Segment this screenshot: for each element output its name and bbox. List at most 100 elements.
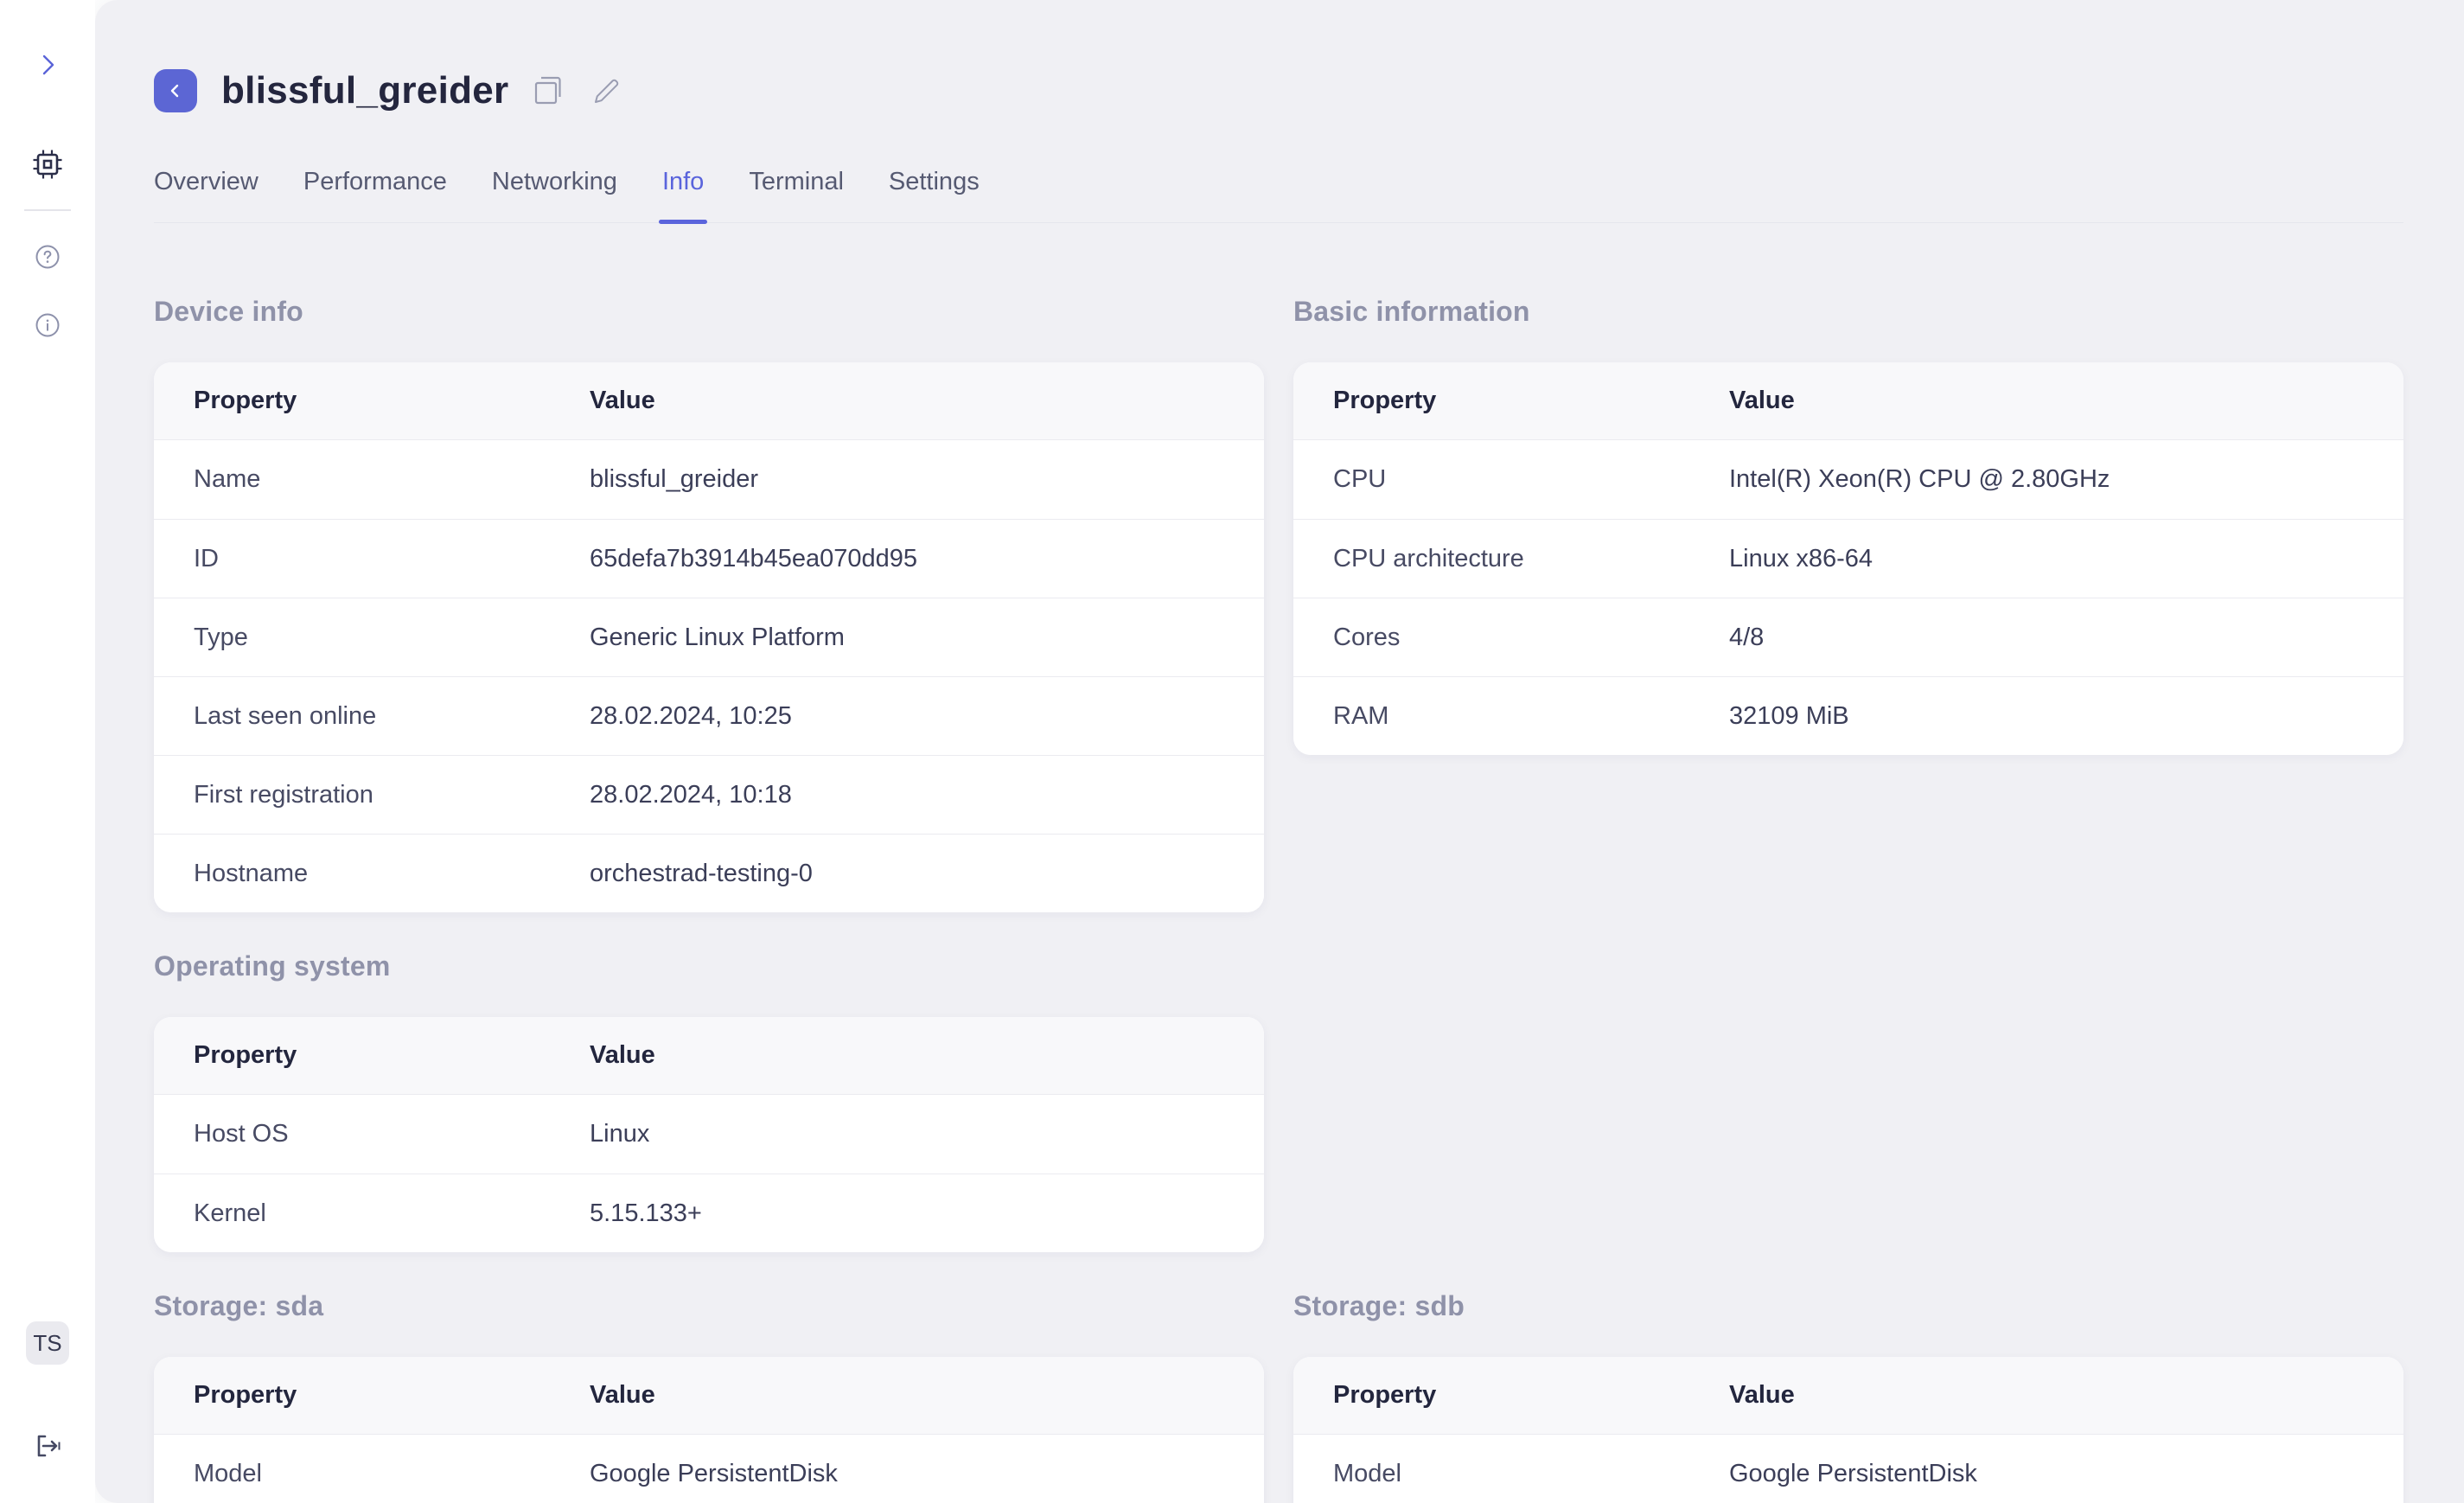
table-header-row: Property Value [154, 1357, 1264, 1435]
property-column-header: Property [1333, 387, 1437, 414]
row-label: Model [194, 1460, 262, 1487]
value-column-header: Value [590, 387, 655, 414]
section-storage-sdb: Storage: sdb Property Value Model Google… [1293, 1290, 2403, 1503]
tab-info-label: Info [661, 168, 705, 195]
operating-system-table: Property Value Host OS Linux Kernel 5.15… [154, 1017, 1264, 1252]
avatar[interactable]: TS [26, 1321, 69, 1365]
copy-name-button[interactable] [529, 72, 567, 110]
row-label: Hostname [194, 859, 309, 887]
section-title: Storage: sdb [1293, 1290, 1465, 1321]
logout-button[interactable] [32, 1430, 63, 1461]
table-row: Last seen online 28.02.2024, 10:25 [154, 676, 1264, 755]
tab-performance[interactable]: Performance [303, 168, 447, 195]
tab-info[interactable]: Info [658, 168, 708, 224]
row-value: blissful_greider [590, 465, 759, 493]
property-column-header: Property [194, 1381, 297, 1409]
row-value: 4/8 [1729, 623, 1765, 651]
section-title: Device info [154, 296, 303, 327]
row-value: orchestrad-testing-0 [590, 859, 813, 887]
chevron-right-icon [34, 51, 61, 79]
table-row: Host OS Linux [154, 1095, 1264, 1174]
tab-overview[interactable]: Overview [154, 168, 259, 195]
table-row: Model Google PersistentDisk [1293, 1435, 2403, 1503]
sidebar-divider [24, 209, 71, 211]
property-column-header: Property [194, 387, 297, 414]
active-tab-underline [658, 220, 708, 224]
table-row: Hostname orchestrad-testing-0 [154, 834, 1264, 912]
sidebar-item-help[interactable] [34, 243, 61, 271]
table-row: Kernel 5.15.133+ [154, 1174, 1264, 1252]
section-basic-information: Basic information Property Value CPU Int… [1293, 296, 2403, 755]
sections-grid: Device info Property Value Name blissful… [154, 296, 2403, 1503]
row-label: Cores [1333, 623, 1401, 651]
table-row: Type Generic Linux Platform [154, 598, 1264, 676]
table-row: Model Google PersistentDisk [154, 1435, 1264, 1503]
row-value: Intel(R) Xeon(R) CPU @ 2.80GHz [1729, 465, 2110, 493]
table-row: First registration 28.02.2024, 10:18 [154, 755, 1264, 834]
row-label: RAM [1333, 701, 1389, 730]
row-value: Linux x86-64 [1729, 544, 1874, 572]
table-row: CPU Intel(R) Xeon(R) CPU @ 2.80GHz [1293, 440, 2403, 519]
section-title: Storage: sda [154, 1290, 324, 1321]
value-column-header: Value [590, 1041, 655, 1069]
row-value: Google PersistentDisk [1729, 1460, 1977, 1487]
row-label: First registration [194, 780, 373, 809]
tab-networking[interactable]: Networking [491, 168, 617, 195]
chevron-left-icon [165, 80, 186, 101]
row-label: Model [1333, 1460, 1401, 1487]
section-storage-sda: Storage: sda Property Value Model Google… [154, 1290, 1264, 1503]
row-value: 28.02.2024, 10:25 [590, 701, 792, 730]
page-title: blissful_greider [221, 69, 509, 112]
table-header-row: Property Value [154, 1017, 1264, 1095]
page-header: blissful_greider [154, 0, 2403, 112]
cpu-chip-icon [30, 147, 65, 182]
sidebar-item-devices[interactable] [30, 147, 65, 182]
tab-terminal[interactable]: Terminal [749, 168, 844, 195]
tab-settings[interactable]: Settings [888, 168, 980, 195]
info-circle-icon [34, 311, 61, 339]
row-value: Linux [590, 1120, 650, 1148]
device-info-table: Property Value Name blissful_greider ID … [154, 362, 1264, 912]
edit-name-button[interactable] [588, 72, 626, 110]
value-column-header: Value [1729, 1381, 1795, 1409]
table-header-row: Property Value [1293, 362, 2403, 440]
section-title: Basic information [1293, 296, 1530, 327]
row-value: Generic Linux Platform [590, 623, 845, 651]
row-label: Host OS [194, 1120, 289, 1148]
row-value: 65defa7b3914b45ea070dd95 [590, 544, 918, 572]
sidebar-item-about[interactable] [34, 311, 61, 339]
table-row: CPU architecture Linux x86-64 [1293, 519, 2403, 598]
row-label: CPU architecture [1333, 544, 1524, 572]
basic-information-table: Property Value CPU Intel(R) Xeon(R) CPU … [1293, 362, 2403, 755]
row-label: Name [194, 465, 261, 493]
back-button[interactable] [154, 69, 197, 112]
main-panel: blissful_greider Overview Perf [95, 0, 2464, 1503]
row-value: Google PersistentDisk [590, 1460, 838, 1487]
value-column-header: Value [590, 1381, 655, 1409]
table-row: RAM 32109 MiB [1293, 676, 2403, 755]
table-header-row: Property Value [154, 362, 1264, 440]
section-title: Operating system [154, 950, 391, 982]
question-circle-icon [34, 243, 61, 271]
table-row: ID 65defa7b3914b45ea070dd95 [154, 519, 1264, 598]
table-header-row: Property Value [1293, 1357, 2403, 1435]
table-row: Cores 4/8 [1293, 598, 2403, 676]
pencil-icon [588, 72, 626, 110]
tab-bar: Overview Performance Networking Info Ter… [154, 168, 2403, 224]
row-label: Type [194, 623, 248, 651]
section-device-info: Device info Property Value Name blissful… [154, 296, 1264, 912]
row-value: 5.15.133+ [590, 1199, 702, 1227]
row-value: 32109 MiB [1729, 701, 1849, 730]
value-column-header: Value [1729, 387, 1795, 414]
sidebar-expand-button[interactable] [34, 51, 61, 79]
row-label: ID [194, 544, 219, 572]
storage-sdb-table: Property Value Model Google PersistentDi… [1293, 1357, 2403, 1503]
row-label: Kernel [194, 1199, 266, 1227]
section-operating-system: Operating system Property Value Host OS … [154, 950, 1264, 1252]
row-label: CPU [1333, 465, 1387, 493]
row-label: Last seen online [194, 701, 377, 730]
row-value: 28.02.2024, 10:18 [590, 780, 792, 809]
storage-sda-table: Property Value Model Google PersistentDi… [154, 1357, 1264, 1503]
logout-icon [32, 1430, 63, 1461]
